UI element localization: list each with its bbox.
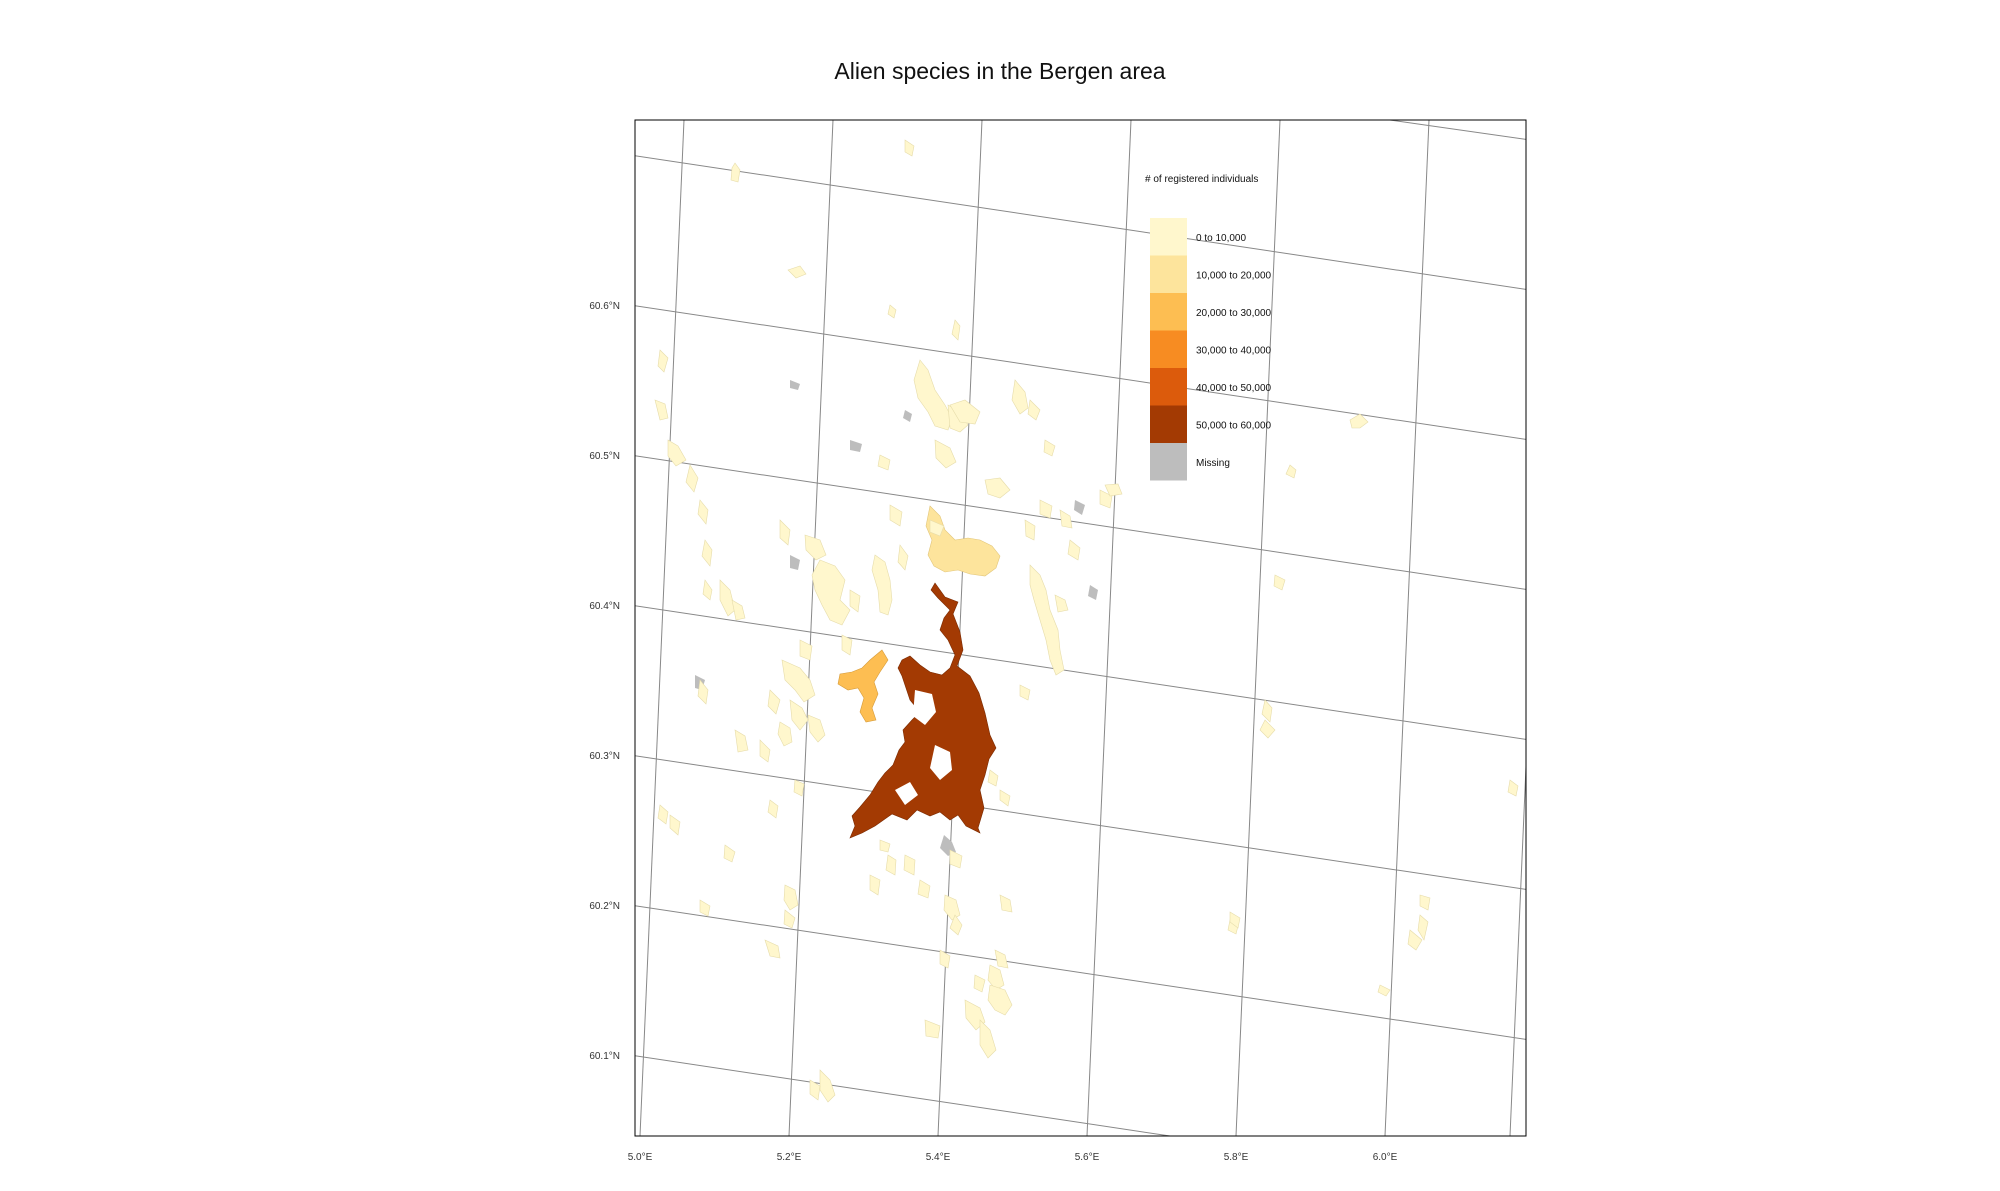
y-tick-label: 60.4°N [589, 601, 620, 612]
legend-label: 50,000 to 60,000 [1196, 420, 1272, 431]
graticule-line [635, 905, 1526, 1040]
map-regions [654, 139, 1519, 1103]
region-missing[interactable] [790, 380, 800, 390]
legend-label: 10,000 to 20,000 [1196, 270, 1272, 281]
legend-swatch [1150, 405, 1187, 443]
graticule-line [639, 120, 685, 1136]
legend-label: 0 to 10,000 [1196, 233, 1246, 244]
x-tick-label: 5.8°E [1224, 1152, 1249, 1163]
y-tick-label: 60.3°N [589, 751, 620, 762]
legend-swatch [1150, 255, 1187, 293]
map-frame [634, 119, 1527, 1137]
legend-label: Missing [1196, 458, 1230, 469]
graticule-line [788, 120, 834, 1136]
region-north-1[interactable] [925, 505, 1001, 577]
region-askoy[interactable] [837, 649, 889, 723]
graticule-line [635, 155, 1526, 290]
legend-label: 30,000 to 40,000 [1196, 345, 1272, 356]
x-tick-label: 5.2°E [777, 1152, 802, 1163]
region-missing[interactable] [1074, 500, 1085, 515]
region-missing[interactable] [903, 410, 912, 422]
y-tick-label: 60.6°N [589, 301, 620, 312]
region-light-cluster[interactable] [654, 139, 1519, 1103]
graticule-line [1509, 754, 1526, 1136]
legend-label: 20,000 to 30,000 [1196, 308, 1272, 319]
x-tick-label: 5.6°E [1075, 1152, 1100, 1163]
x-axis-ticks: 5.0°E 5.2°E 5.4°E 5.6°E 5.8°E 6.0°E [628, 1152, 1398, 1163]
graticule-line [635, 605, 1526, 740]
graticule-line [635, 455, 1526, 590]
graticule-line [1389, 120, 1526, 140]
region-missing[interactable] [850, 440, 862, 452]
region-missing[interactable] [1088, 585, 1098, 600]
legend-swatch [1150, 330, 1187, 368]
x-tick-label: 5.4°E [926, 1152, 951, 1163]
legend-swatch [1150, 293, 1187, 331]
graticule-line [1086, 120, 1132, 1136]
region-bergen-hole [913, 690, 936, 725]
graticule-line [1235, 120, 1281, 1136]
y-tick-label: 60.1°N [589, 1051, 620, 1062]
legend-swatch [1150, 443, 1187, 481]
legend: # of registered individuals 0 to 10,000 1… [1145, 174, 1272, 481]
region-bergen-hole [895, 782, 918, 805]
graticule-line [1384, 120, 1430, 1136]
x-tick-label: 6.0°E [1373, 1152, 1398, 1163]
y-tick-label: 60.5°N [589, 451, 620, 462]
y-axis-ticks: 60.6°N 60.5°N 60.4°N 60.3°N 60.2°N 60.1°N [589, 301, 620, 1062]
y-tick-label: 60.2°N [589, 901, 620, 912]
x-tick-label: 5.0°E [628, 1152, 653, 1163]
region-bergen-hole [930, 745, 952, 780]
legend-label: 40,000 to 50,000 [1196, 383, 1272, 394]
graticule-line [635, 1055, 1174, 1136]
legend-swatch [1150, 368, 1187, 406]
graticule-grid [635, 120, 1526, 1136]
graticule-line [635, 305, 1526, 440]
legend-title: # of registered individuals [1145, 174, 1258, 185]
region-missing[interactable] [790, 555, 800, 570]
legend-swatch [1150, 218, 1187, 256]
map-title: Alien species in the Bergen area [834, 58, 1166, 84]
graticule-line [635, 755, 1526, 890]
